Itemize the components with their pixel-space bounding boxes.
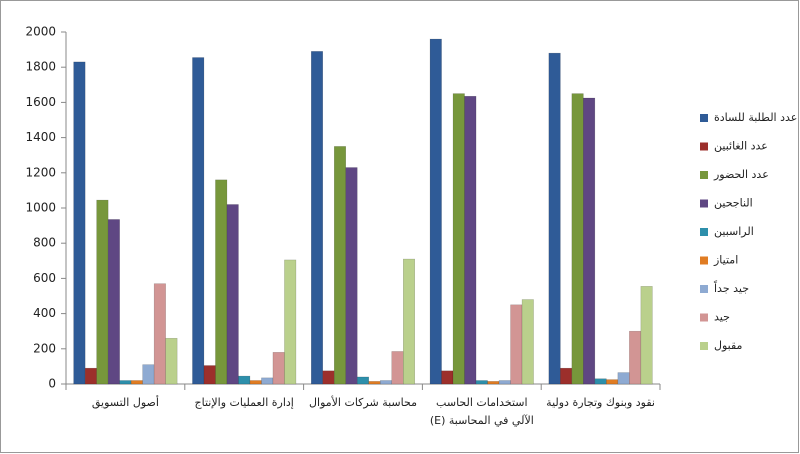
bar (96, 199, 109, 385)
legend-marker (700, 142, 708, 151)
bar (441, 370, 454, 385)
y-tick-label: 600 (33, 271, 56, 285)
y-tick-label: 1600 (25, 95, 56, 109)
legend-marker (700, 256, 708, 265)
bar (130, 380, 143, 385)
bar (606, 379, 619, 385)
bar (571, 93, 584, 385)
legend-label: الراسبين (714, 225, 754, 238)
y-tick-label: 1000 (25, 201, 56, 215)
bar (560, 367, 573, 385)
bar (391, 351, 404, 385)
x-tick-label: أصول التسويق (91, 396, 159, 409)
bar (640, 286, 653, 385)
legend-label: امتياز (713, 254, 738, 267)
bar (429, 38, 442, 385)
legend-marker (700, 313, 708, 322)
bar (368, 381, 381, 385)
legend-marker (700, 199, 708, 208)
bar (345, 167, 358, 385)
bar (284, 259, 297, 385)
legend-label: عدد الغائبين (714, 140, 768, 153)
bar (583, 97, 596, 385)
legend-label: مقبول (714, 339, 743, 352)
legend-label: جيد جداً (714, 280, 749, 295)
bar (203, 365, 216, 385)
bar (107, 219, 120, 385)
bar (498, 380, 511, 385)
legend-marker (700, 114, 708, 122)
bar (215, 179, 228, 385)
bar (192, 57, 205, 385)
y-tick-label: 800 (33, 236, 56, 250)
y-tick-label: 0 (48, 377, 56, 391)
bar (464, 95, 477, 385)
y-tick-label: 2000 (25, 25, 56, 39)
legend-marker (700, 171, 708, 179)
bar (119, 380, 132, 385)
bar (452, 93, 465, 385)
bar (334, 146, 346, 385)
bar (403, 258, 415, 385)
bar (357, 376, 369, 385)
bar (226, 204, 239, 385)
bar (272, 352, 285, 385)
bar (84, 367, 97, 385)
x-tick-label: محاسبة شركات الأموال (309, 396, 417, 409)
bar (380, 380, 392, 385)
bar (261, 377, 274, 385)
bar (521, 299, 534, 385)
x-tick-label: نقود وبنوك وتجارة دولية (546, 396, 655, 409)
bar (322, 370, 335, 385)
bar (629, 330, 642, 385)
legend-marker (700, 342, 708, 350)
bar (548, 52, 561, 385)
y-tick-label: 1200 (25, 165, 56, 179)
bar (311, 51, 323, 385)
bar (475, 380, 488, 385)
y-tick-label: 1800 (25, 60, 56, 74)
bar (165, 337, 178, 385)
legend-label: جيد (714, 311, 730, 324)
legend-label: عدد الحضور (713, 168, 769, 181)
bar (73, 61, 86, 385)
bar (249, 380, 262, 385)
bar (238, 375, 251, 385)
legend-marker (700, 228, 708, 236)
legend-label: الناجحين (714, 197, 753, 210)
y-tick-label: 1400 (25, 130, 56, 144)
x-tick-label: إدارة العمليات والإنتاج (194, 396, 294, 409)
y-tick-label: 200 (33, 341, 56, 355)
bar (617, 372, 630, 385)
bar (153, 283, 166, 385)
bar (142, 364, 155, 385)
bar (510, 304, 523, 385)
bar (487, 381, 500, 385)
legend-marker (700, 285, 708, 293)
y-tick-label: 400 (33, 306, 56, 320)
x-tick-label: استخدامات الحاسب الآلي في المحاسبة (E) (429, 396, 534, 427)
legend-label: عدد الطلبة للسادة (714, 111, 797, 124)
bar (594, 378, 607, 385)
